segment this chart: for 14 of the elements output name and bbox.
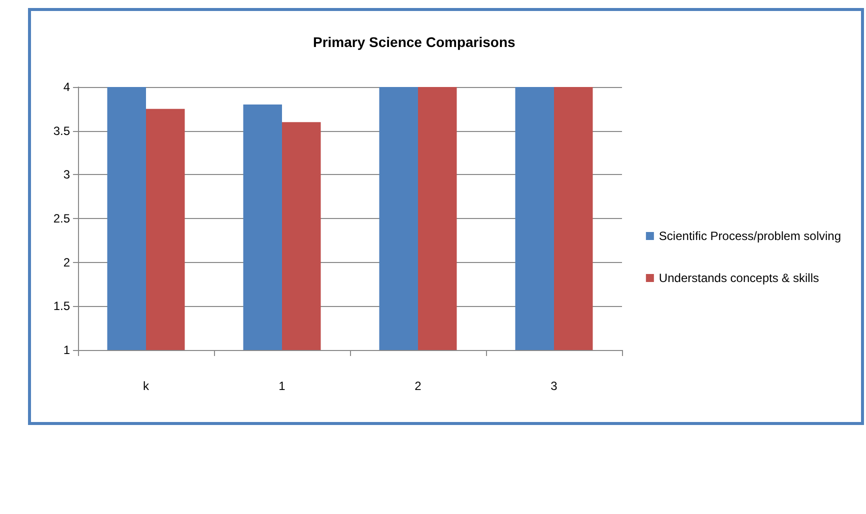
x-tick-label: 1	[278, 379, 286, 393]
y-tick-label: 1	[63, 343, 70, 357]
y-tick-label: 4	[63, 80, 70, 94]
y-tick-label: 2	[63, 255, 70, 270]
legend-label: Scientific Process/problem solving	[658, 229, 842, 243]
y-tick-label: 3.5	[53, 124, 70, 138]
y-tick-label: 1.5	[53, 299, 70, 314]
y-tick-label: 2.5	[53, 212, 70, 226]
x-tick-label: k	[143, 379, 150, 393]
y-tick-label: 3	[63, 168, 70, 182]
legend-label: Understands concepts & skills	[658, 271, 820, 285]
chart-title: Primary Science Comparisons	[313, 34, 516, 50]
x-tick-label: 2	[414, 379, 422, 393]
x-tick-label: 3	[550, 379, 558, 393]
